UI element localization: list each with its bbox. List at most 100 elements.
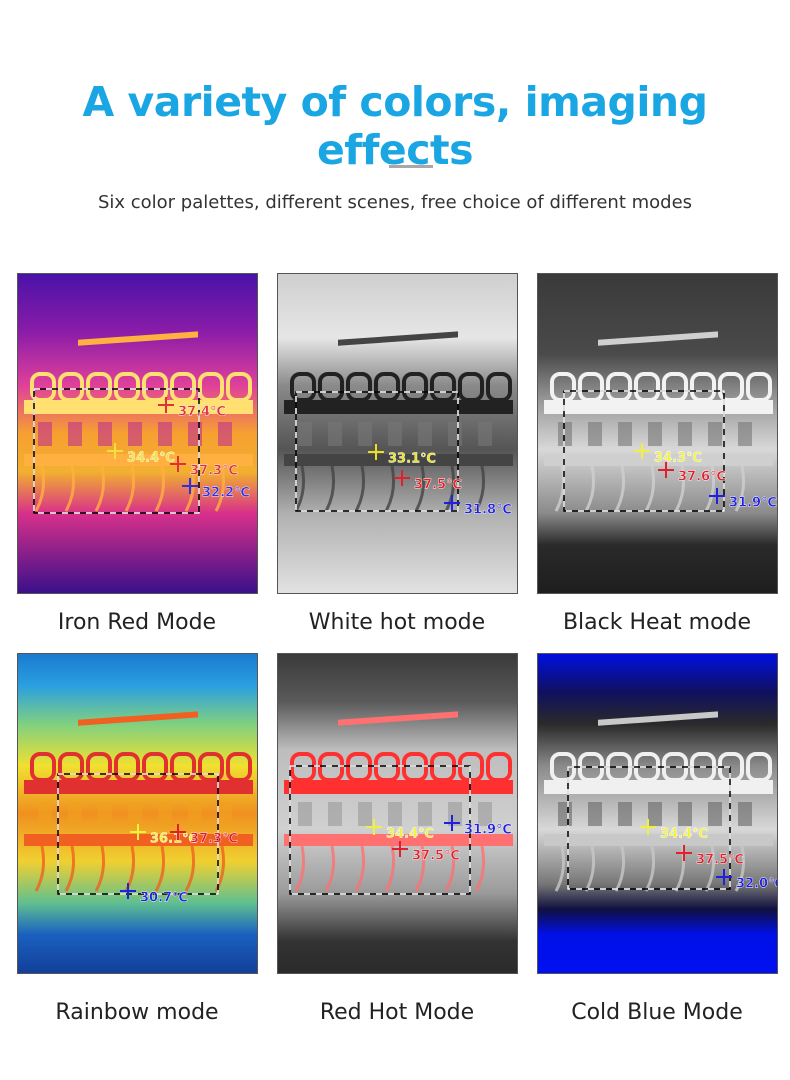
measure-box (563, 390, 725, 512)
cable (34, 845, 45, 892)
terminal (98, 802, 112, 826)
terminal (328, 802, 342, 826)
terminal (678, 422, 692, 446)
breaker (86, 752, 112, 782)
rail (78, 711, 198, 726)
cable (64, 465, 75, 512)
cable (214, 465, 225, 512)
breaker (578, 372, 604, 402)
thermal-image: 37.4℃ 34.4℃ 37.3℃ 32.2℃ (17, 273, 258, 594)
cable (554, 845, 565, 892)
temperature-reading: 31.8℃ (464, 503, 512, 518)
cable (444, 845, 455, 892)
cable (34, 465, 45, 512)
terminal (98, 422, 112, 446)
crosshair (658, 462, 674, 478)
thermal-image: 34.3℃ 37.6℃ 31.9℃ (537, 273, 778, 594)
breaker (114, 372, 140, 402)
measure-box (33, 388, 200, 514)
crosshair (392, 841, 408, 857)
mode-label: Rainbow mode (55, 1000, 219, 1025)
terminal (618, 422, 632, 446)
busbar (284, 454, 513, 466)
temperature-reading: 34.4℃ (386, 827, 434, 842)
terminal (558, 422, 572, 446)
measure-box (295, 391, 459, 512)
terminal (418, 802, 432, 826)
cable (734, 465, 745, 512)
breaker (430, 372, 456, 402)
mode-label: Iron Red Mode (57, 610, 217, 635)
cable (214, 845, 225, 892)
temperature-reading: 34.3℃ (654, 451, 702, 466)
mode-label: Red Hot Mode (319, 1000, 475, 1025)
rail (338, 711, 458, 726)
image-overlay: 34.4℃ 37.5℃ 31.9℃ (284, 711, 513, 895)
breaker (430, 752, 456, 782)
crosshair (366, 819, 382, 835)
temperature-reading: 34.4℃ (127, 451, 175, 466)
cable (614, 465, 625, 512)
cable (294, 845, 305, 892)
crosshair (368, 444, 384, 460)
terminal (708, 422, 722, 446)
breaker (690, 372, 716, 402)
crosshair (394, 470, 410, 486)
temperature-reading: 37.3℃ (190, 832, 238, 847)
breaker (318, 752, 344, 782)
cable (584, 465, 595, 512)
breaker (198, 372, 224, 402)
terminal (358, 422, 372, 446)
crosshair (158, 397, 174, 413)
terminal (298, 422, 312, 446)
terminal (738, 802, 752, 826)
mode-label: White hot mode (308, 610, 486, 635)
thermal-image: 33.1℃ 37.5℃ 31.8℃ (277, 273, 518, 594)
breaker (58, 372, 84, 402)
thermal-image: 36.1℃ 37.3℃ 30.7℃ (17, 653, 258, 974)
divider (389, 165, 433, 168)
cable (184, 465, 195, 512)
breaker (226, 372, 252, 402)
cable (354, 845, 365, 892)
temperature-reading: 32.2℃ (202, 486, 250, 501)
busbar (24, 454, 253, 466)
breaker (346, 752, 372, 782)
terminal (588, 802, 602, 826)
cable (124, 465, 135, 512)
cable (324, 465, 335, 512)
busbar (284, 780, 513, 794)
terminal (218, 422, 232, 446)
crosshair (709, 488, 725, 504)
cable (154, 465, 165, 512)
cable (674, 465, 685, 512)
temperature-reading: 37.5℃ (696, 853, 744, 868)
terminal (158, 422, 172, 446)
terminal (188, 802, 202, 826)
terminal (478, 422, 492, 446)
cable (414, 465, 425, 512)
cable (384, 465, 395, 512)
breaker (30, 372, 56, 402)
breaker (58, 752, 84, 782)
thermal-image: 34.4℃ 37.5℃ 32.0℃ (537, 653, 778, 974)
breaker (346, 372, 372, 402)
cable (704, 465, 715, 512)
temperature-reading: 30.7℃ (140, 891, 188, 906)
busbar (544, 400, 773, 414)
breaker (290, 752, 316, 782)
title: A variety of colors, imaging effects (82, 78, 708, 174)
temperature-reading: 32.0℃ (736, 877, 778, 892)
cable (64, 845, 75, 892)
breaker (402, 752, 428, 782)
crosshair (634, 443, 650, 459)
crosshair (676, 845, 692, 861)
breaker (374, 752, 400, 782)
crosshair (107, 443, 123, 459)
cable (444, 465, 455, 512)
temperature-reading: 33.1℃ (388, 452, 436, 467)
terminal (388, 802, 402, 826)
terminal (708, 802, 722, 826)
terminal (738, 422, 752, 446)
measure-box (57, 773, 219, 895)
